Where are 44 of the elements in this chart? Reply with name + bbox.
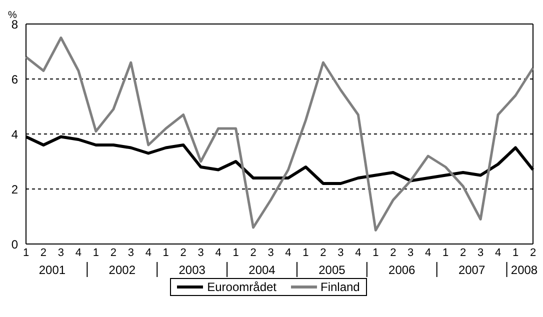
x-tick-label: 1 [162,246,169,259]
x-tick-label: 2 [320,246,326,259]
x-tick-label: 1 [372,246,379,259]
text: 2007 [458,263,486,277]
x-tick-label: 1 [22,246,30,259]
x-tick-label: 4 [494,246,502,259]
x-tick-label: 2 [110,246,116,259]
x-tick-label: 2 [460,246,466,259]
x-tick-label: 2 [250,246,256,259]
x-tick-label: 1 [442,246,449,259]
x-tick-label: 3 [268,246,274,259]
x-tick-label: 2 [180,246,186,259]
x-tick-label: 3 [408,246,414,259]
x-tick-label: 4 [355,246,362,259]
text: 2006 [388,263,416,277]
x-tick-label: 3 [198,246,204,259]
x-tick-label: 4 [425,246,432,259]
x-tick-label: 1 [302,246,309,259]
text: 2002 [108,263,136,277]
x-tick-label: 4 [285,246,292,259]
y-tick-label: 0 [11,237,18,252]
legend-label: Finland [320,280,360,294]
y-tick-label: 6 [11,72,18,86]
x-tick-label: 1 [92,246,99,259]
text: 2004 [248,263,276,277]
text: 2001 [38,263,66,277]
x-tick-label: 2 [390,246,396,259]
x-tick-label: 1 [232,246,239,259]
y-tick-label: 2 [11,182,18,196]
x-tick-label: 1 [512,246,519,259]
x-tick-label: 2 [40,246,47,259]
x-tick-label: 4 [75,246,82,259]
text: 2008 [510,263,538,277]
x-tick-label: 3 [338,246,344,259]
x-tick-label: 2 [530,246,536,259]
legend-label: Euroområdet [207,280,276,294]
y-tick-label: 4 [11,127,18,142]
text: 2005 [318,263,346,277]
x-tick-label: 4 [215,246,222,259]
x-tick-label: 3 [58,246,64,259]
x-tick-label: 3 [477,246,484,259]
text: 2003 [178,263,206,277]
x-tick-label: 3 [128,246,134,259]
x-tick-label: 4 [145,246,152,259]
